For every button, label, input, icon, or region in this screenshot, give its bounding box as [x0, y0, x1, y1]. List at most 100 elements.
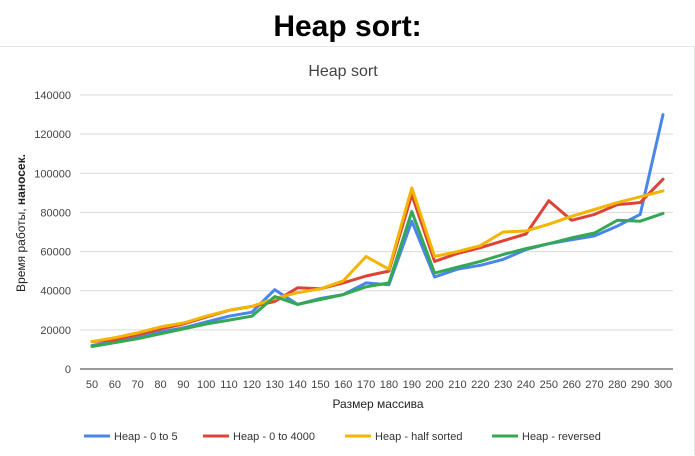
data-point — [90, 340, 94, 343]
y-axis-label-bold: наносек. — [14, 154, 28, 205]
series-line — [90, 210, 665, 348]
data-point — [227, 318, 231, 322]
y-axis-ticks: 0 20000 40000 60000 80000 100000 120000 140000 — [34, 90, 71, 376]
data-point — [410, 220, 413, 223]
y-axis-label: Время работы, наносек. — [14, 154, 28, 292]
line-chart: Heap sort 0 20000 40000 60000 80000 100000 120… — [14, 63, 673, 443]
data-point — [433, 275, 436, 279]
series-line — [90, 113, 665, 347]
data-point — [524, 232, 528, 236]
x-tick-label: 130 — [266, 379, 284, 391]
data-point — [205, 314, 208, 318]
data-point — [250, 305, 254, 308]
data-point — [547, 222, 550, 226]
data-point — [410, 186, 413, 190]
data-point — [387, 267, 391, 271]
data-point — [570, 215, 573, 218]
data-point — [479, 264, 482, 267]
data-point — [250, 314, 254, 318]
y-tick-label: 0 — [65, 364, 71, 376]
data-point — [227, 314, 231, 318]
data-point — [593, 213, 596, 216]
y-axis-label-regular: Время работы, — [14, 205, 28, 292]
data-point — [501, 253, 505, 256]
data-point — [661, 113, 665, 116]
x-tick-label: 120 — [243, 379, 261, 391]
data-point — [616, 219, 619, 222]
page-heading: Heap sort: — [273, 10, 422, 43]
x-tick-label: 170 — [357, 379, 375, 391]
data-point — [296, 291, 299, 294]
data-point — [136, 337, 139, 340]
x-tick-label: 80 — [154, 379, 166, 391]
x-tick-label: 220 — [471, 379, 489, 391]
data-point — [296, 286, 299, 289]
data-point — [638, 213, 642, 216]
x-tick-label: 290 — [631, 379, 649, 391]
y-tick-label: 40000 — [40, 286, 71, 298]
x-tick-label: 270 — [585, 379, 603, 391]
data-point — [433, 260, 436, 263]
x-tick-label: 230 — [494, 379, 512, 391]
chart-title: Heap sort — [308, 63, 378, 80]
data-point — [342, 293, 345, 296]
x-tick-label: 300 — [654, 379, 672, 391]
x-tick-label: 60 — [109, 379, 121, 391]
data-point — [616, 224, 619, 228]
data-point — [501, 258, 505, 261]
data-point — [616, 201, 619, 204]
data-point — [661, 212, 665, 215]
x-tick-label: 180 — [380, 379, 398, 391]
x-axis-ticks: 50 60 70 80 90 100 110 120 130 140 150 160 170 180 190… — [86, 379, 672, 391]
x-tick-label: 250 — [540, 379, 558, 391]
data-point — [113, 336, 117, 339]
data-point — [387, 281, 391, 285]
data-point — [570, 236, 573, 240]
data-point — [113, 341, 117, 344]
legend-label: Heap - 0 to 5 — [114, 431, 178, 443]
data-point — [524, 229, 528, 233]
series-lines — [90, 113, 665, 348]
x-tick-label: 280 — [608, 379, 626, 391]
data-point — [547, 199, 550, 202]
x-tick-label: 160 — [334, 379, 352, 391]
data-point — [501, 230, 505, 234]
data-point — [547, 242, 550, 245]
data-point — [593, 208, 596, 211]
y-tick-label: 120000 — [34, 129, 71, 141]
data-point — [296, 303, 299, 306]
chart-card: Heap sort 0 20000 40000 60000 80000 100000 120… — [0, 46, 695, 455]
x-tick-label: 140 — [288, 379, 306, 391]
x-tick-label: 260 — [562, 379, 580, 391]
data-point — [661, 189, 665, 193]
data-point — [479, 244, 482, 247]
data-point — [205, 322, 208, 326]
legend-label: Heap - reversed — [522, 431, 601, 443]
data-point — [159, 325, 162, 329]
data-point — [433, 271, 436, 275]
series-line — [90, 177, 665, 344]
x-tick-label: 110 — [220, 379, 238, 391]
y-tick-label: 140000 — [34, 90, 71, 102]
x-tick-label: 210 — [448, 379, 466, 391]
data-point — [456, 266, 459, 269]
data-point — [570, 219, 573, 222]
x-tick-label: 190 — [403, 379, 421, 391]
data-point — [364, 274, 368, 278]
x-tick-label: 50 — [86, 379, 98, 391]
series-line — [90, 186, 665, 344]
data-point — [182, 321, 185, 325]
data-point — [593, 231, 596, 235]
y-tick-label: 100000 — [34, 168, 71, 180]
x-tick-label: 240 — [517, 379, 535, 391]
data-point — [273, 300, 276, 303]
data-point — [90, 345, 94, 348]
x-tick-label: 150 — [311, 379, 329, 391]
data-point — [364, 281, 368, 285]
data-point — [159, 332, 162, 335]
y-tick-label: 20000 — [40, 325, 71, 337]
data-point — [638, 195, 642, 198]
x-tick-label: 90 — [177, 379, 189, 391]
x-axis-label: Размер массива — [332, 397, 423, 411]
data-point — [638, 201, 642, 204]
